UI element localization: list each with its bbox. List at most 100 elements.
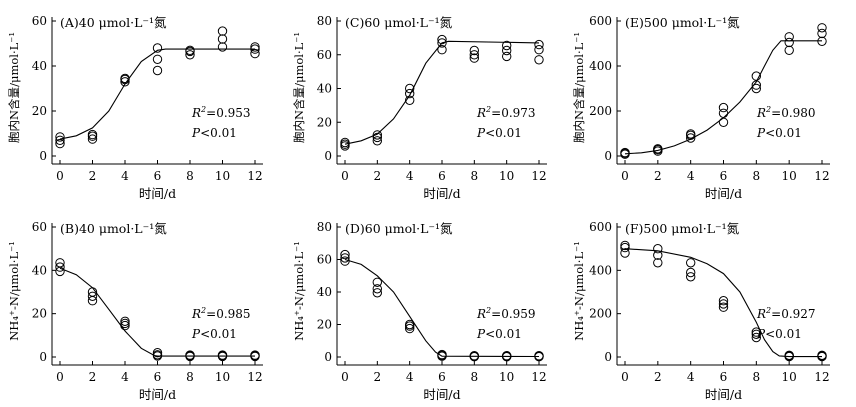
data-point [250, 42, 260, 52]
x-tick-label: 10 [215, 169, 230, 183]
y-tick-label: 20 [317, 115, 332, 129]
x-tick-label: 2 [654, 169, 662, 183]
data-point [751, 327, 761, 337]
x-tick-label: 10 [215, 370, 230, 384]
data-point [87, 291, 98, 301]
data-point [217, 34, 228, 44]
x-tick-label: 12 [247, 370, 262, 384]
data-point [372, 277, 382, 287]
data-point [686, 267, 696, 278]
data-point [653, 144, 663, 154]
x-tick-label: 12 [814, 169, 829, 183]
data-point [620, 147, 630, 158]
x-tick-label: 6 [720, 169, 728, 183]
data-point [185, 50, 195, 60]
data-point [502, 351, 512, 361]
x-tick-label: 8 [471, 370, 479, 384]
data-point [372, 136, 382, 146]
x-axis-label: 时间/d [139, 387, 176, 402]
data-point [55, 138, 65, 149]
data-point [718, 102, 729, 113]
x-tick-label: 0 [56, 370, 64, 384]
data-point [405, 319, 415, 330]
x-tick-label: 6 [720, 370, 728, 384]
y-tick-label: 60 [32, 220, 47, 234]
y-tick-label: 60 [32, 14, 47, 28]
y-axis-label: 胞内N含量/μmol·L⁻¹ [7, 32, 21, 143]
y-tick-label: 40 [32, 263, 47, 277]
data-point [751, 332, 761, 343]
data-point [405, 323, 415, 334]
x-tick-label: 0 [621, 370, 629, 384]
y-tick-label: 0 [39, 350, 47, 364]
data-point [751, 71, 761, 81]
fit-curve [624, 248, 822, 358]
y-tick-label: 40 [317, 82, 332, 96]
data-point [152, 43, 163, 53]
data-point [784, 37, 794, 48]
x-tick-label: 2 [654, 370, 662, 384]
panel-title: (C)60 μmol·L⁻¹氮 [345, 15, 453, 30]
y-tick-label: 0 [604, 350, 612, 364]
data-point [817, 36, 827, 46]
data-point [620, 242, 630, 253]
x-tick-label: 0 [621, 169, 629, 183]
y-tick-label: 0 [39, 149, 47, 163]
x-axis-label: 时间/d [139, 186, 176, 201]
data-point [653, 244, 663, 254]
y-tick-label: 0 [604, 149, 612, 163]
r-squared-annotation: R2=0.973 [476, 105, 536, 120]
y-tick-label: 0 [324, 149, 332, 163]
data-point [185, 350, 195, 360]
data-point [534, 55, 544, 65]
data-point [250, 350, 260, 360]
y-tick-label: 200 [589, 307, 612, 321]
y-axis-label: 胞内N含量/μmol·L⁻¹ [572, 32, 586, 143]
x-tick-label: 10 [499, 169, 514, 183]
x-axis-label: 时间/d [705, 387, 742, 402]
x-tick-label: 4 [121, 169, 129, 183]
r-squared-annotation: R2=0.985 [191, 306, 251, 321]
data-point [620, 248, 630, 258]
x-tick-label: 8 [186, 370, 194, 384]
y-tick-label: 600 [589, 14, 612, 28]
data-point [502, 51, 512, 62]
data-point [469, 45, 479, 56]
data-point [437, 34, 447, 45]
data-point [718, 299, 729, 309]
y-tick-label: 60 [317, 48, 332, 62]
data-point [686, 133, 696, 143]
x-tick-label: 8 [471, 169, 479, 183]
y-tick-label: 400 [589, 59, 612, 73]
panel-title: (E)500 μmol·L⁻¹氮 [625, 15, 740, 30]
data-point [152, 65, 163, 76]
x-axis-label: 时间/d [423, 186, 460, 201]
data-point [751, 329, 761, 339]
x-axis-label: 时间/d [705, 186, 742, 201]
data-point [469, 50, 479, 60]
data-point [620, 240, 630, 251]
data-point [653, 258, 663, 268]
y-axis-label: NH₄⁺-N/μmol·L⁻¹ [572, 241, 586, 341]
fit-curve [59, 267, 255, 357]
data-point [340, 256, 350, 266]
p-value-annotation: P<0.01 [191, 327, 237, 341]
y-tick-label: 400 [589, 263, 612, 277]
data-point [340, 249, 350, 260]
x-tick-label: 4 [121, 370, 129, 384]
data-point [372, 284, 382, 294]
data-point [405, 83, 415, 94]
r-squared-annotation: R2=0.927 [756, 306, 816, 321]
x-tick-label: 0 [56, 169, 64, 183]
data-point [817, 350, 827, 360]
x-tick-label: 8 [753, 370, 761, 384]
r-squared-annotation: R2=0.959 [476, 306, 536, 321]
x-tick-label: 12 [814, 370, 829, 384]
x-tick-label: 6 [438, 370, 446, 384]
data-point [152, 54, 163, 64]
data-point [686, 129, 696, 139]
